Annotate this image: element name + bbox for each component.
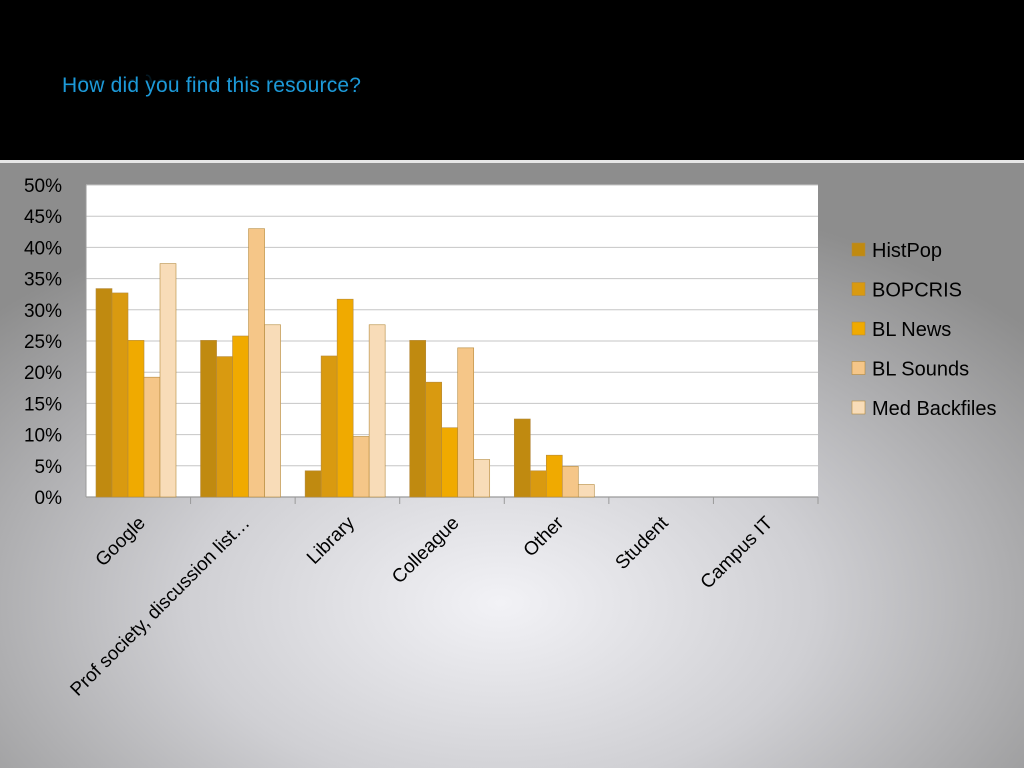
bar-bl-sounds <box>352 436 370 498</box>
bar-bl-news <box>232 335 249 498</box>
y-tick-label: 25% <box>24 332 62 353</box>
x-category-label: Google <box>92 513 150 571</box>
plot-area: 0% 5% 10% 15% 20% 25% 30% 35% 40% 45% 50% GooglePro… <box>24 176 819 701</box>
bar-med-backfiles <box>368 324 386 498</box>
bar-histpop <box>513 418 531 498</box>
bar-med-backfiles <box>159 263 177 498</box>
y-tick-label: 20% <box>24 363 62 384</box>
y-tick-label: 40% <box>24 238 62 259</box>
bar-med-backfiles <box>577 484 595 498</box>
bar-bopcris <box>111 292 129 498</box>
bar-bl-sounds <box>143 376 161 498</box>
y-tick-label: 15% <box>24 394 62 415</box>
bar-histpop <box>304 470 322 498</box>
legend-label: BOPCRIS <box>872 280 962 302</box>
bar-bopcris <box>320 355 338 498</box>
legend-label: BL News <box>872 319 951 341</box>
legend-swatch <box>851 282 866 296</box>
x-category-label: Student <box>612 512 674 574</box>
legend-swatch <box>851 242 866 257</box>
bar-histpop <box>200 340 217 498</box>
y-tick-label: 5% <box>35 457 63 478</box>
bar-med-backfiles <box>264 324 281 498</box>
legend-label: BL Sounds <box>872 359 969 381</box>
bar-histpop <box>95 288 113 498</box>
bar-histpop <box>409 340 427 498</box>
y-tick-label: 35% <box>24 270 62 291</box>
y-tick-label: 50% <box>24 176 62 197</box>
x-category-label: Prof society, discussion list… <box>67 513 255 701</box>
x-category-label: Library <box>303 512 359 568</box>
slide-title: How did you find this resource? <box>62 74 362 97</box>
legend-label: HistPop <box>872 240 942 262</box>
bar-bl-sounds <box>561 466 579 498</box>
bar-bl-sounds <box>248 228 265 498</box>
bar-bopcris <box>216 356 233 498</box>
bar-bl-news <box>441 427 459 498</box>
y-tick-label: 30% <box>24 301 62 322</box>
y-tick-label: 45% <box>24 207 62 228</box>
x-category-label: Campus IT <box>697 512 778 593</box>
x-category-label: Other <box>520 512 569 561</box>
bar-bopcris <box>529 470 547 498</box>
legend-swatch <box>851 400 866 415</box>
bar-bl-news <box>127 340 145 498</box>
divider-line <box>0 160 1024 163</box>
y-tick-label: 10% <box>24 426 62 447</box>
y-tick-label: 0% <box>35 488 63 509</box>
bar-bl-news <box>336 298 354 498</box>
legend-label: Med Backfiles <box>872 398 997 420</box>
bar-med-backfiles <box>473 459 491 498</box>
bar-bopcris <box>425 381 443 498</box>
legend-swatch <box>851 361 866 375</box>
bar-bl-news <box>545 454 563 498</box>
legend: HistPop BOPCRIS BL News BL Sounds Med Backfi… <box>851 240 997 420</box>
legend-swatch <box>851 321 866 336</box>
bar-bl-sounds <box>457 347 475 498</box>
x-category-label: Colleague <box>388 513 463 588</box>
title-band: How did you find this resource? How did … <box>0 0 1024 160</box>
